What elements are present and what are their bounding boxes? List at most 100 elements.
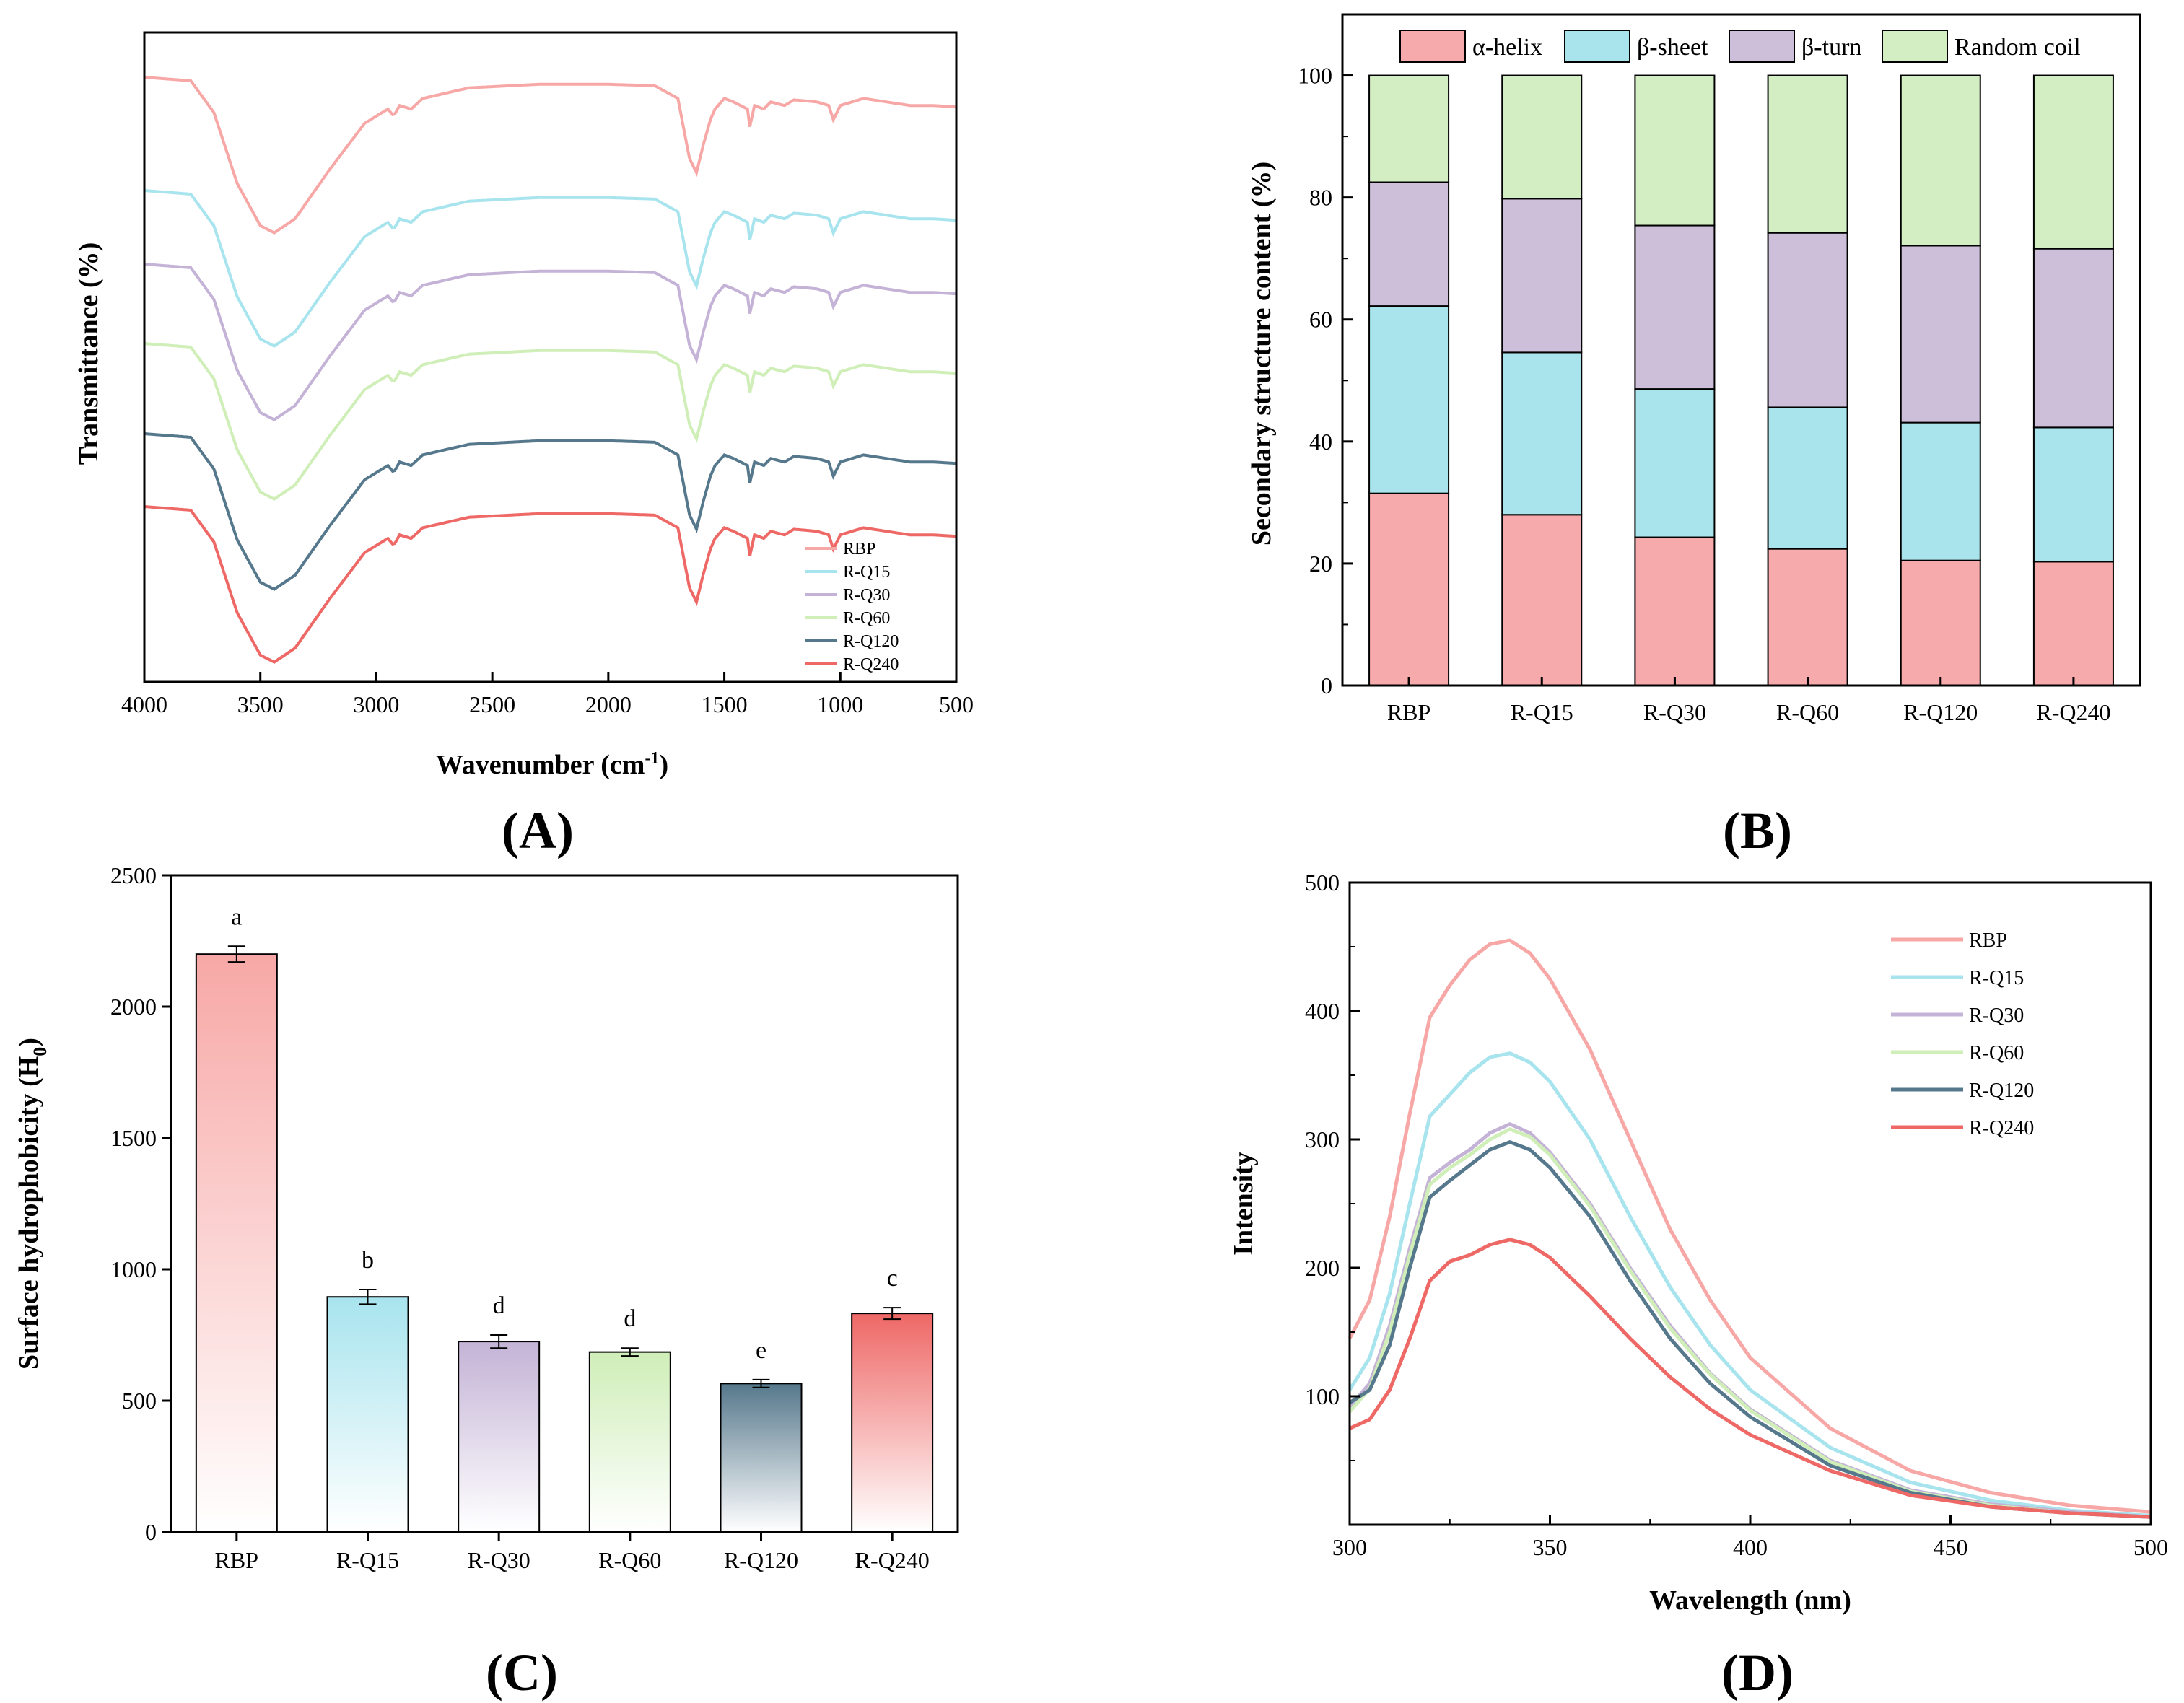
y-tick-label: 2500 <box>110 862 157 888</box>
panel-c-bars: a b d d e c <box>195 903 934 1533</box>
panel-a-x-ticks: 4000 3500 3000 2500 2000 1500 1000 500 <box>121 672 974 717</box>
x-tick-label: R-Q240 <box>855 1547 930 1573</box>
panel-a-plot-frame <box>143 31 958 683</box>
bar-coil-r-q30 <box>1634 74 1716 227</box>
panel-d-spectra <box>1347 938 2152 1519</box>
legend-label-helix: α-helix <box>1472 34 1542 61</box>
bar-turn-r-q15 <box>1501 198 1583 354</box>
x-tick-label: 500 <box>2133 1534 2168 1560</box>
y-tick-label: 1000 <box>110 1256 157 1282</box>
panel-d-y-axis-title: Intensity <box>1228 1152 1259 1256</box>
bar-turn-rbp <box>1368 181 1450 307</box>
legend-label-r-q30: R-Q30 <box>1969 1004 2024 1027</box>
bar-helix-r-q15 <box>1501 514 1583 686</box>
x-tick-label: 1500 <box>702 691 748 717</box>
series-line-r-q120 <box>144 432 957 591</box>
x-tick-label: 2500 <box>469 691 515 717</box>
bar-sheet-rbp <box>1368 305 1450 494</box>
significance-letter-rbp: a <box>231 903 242 930</box>
bar-turn-r-q60 <box>1767 232 1848 408</box>
x-tick-label: R-Q240 <box>2036 699 2110 725</box>
bar-helix-rbp <box>1368 492 1450 686</box>
bar-helix-r-q240 <box>2032 561 2114 687</box>
bar-r-q30 <box>458 1341 541 1533</box>
x-tick-label: R-Q60 <box>1776 699 1839 725</box>
legend-label-r-q15: R-Q15 <box>1969 967 2024 989</box>
bar-r-q240 <box>851 1313 934 1533</box>
bar-rbp <box>195 953 278 1533</box>
y-tick-label: 40 <box>1309 429 1332 455</box>
bar-turn-r-q120 <box>1900 245 1981 424</box>
significance-letter-r-q240: c <box>887 1265 898 1292</box>
legend-swatch-helix <box>1399 30 1466 63</box>
series-line-r-q120 <box>1348 1140 2152 1519</box>
x-tick-label: 3000 <box>353 691 399 717</box>
panel-a: RBP R-Q15 R-Q30 R-Q60 R-Q120 R-Q240 4000 3500 3… <box>74 31 974 859</box>
bar-turn-r-q240 <box>2032 248 2114 429</box>
bar-sheet-r-q15 <box>1501 351 1583 516</box>
bar-r-q15 <box>326 1296 409 1533</box>
x-tick-label: R-Q15 <box>1511 699 1573 725</box>
x-tick-label: 1000 <box>817 691 863 717</box>
significance-letter-r-q120: e <box>756 1337 766 1364</box>
legend-label-r-q120: R-Q120 <box>1969 1080 2034 1102</box>
panel-b-stacked-bars <box>1368 74 2114 687</box>
series-line-r-q15 <box>1347 1051 2152 1518</box>
panel-b-y-ticks: 0 20 40 60 80 100 <box>1298 63 1353 699</box>
series-line-rbp <box>1347 938 2152 1514</box>
y-tick-label: 500 <box>1305 870 1340 896</box>
y-tick-label: 0 <box>1321 673 1332 699</box>
panel-b-label: (B) <box>1723 802 1792 859</box>
legend-label-r-q15: R-Q15 <box>843 563 890 582</box>
significance-letter-r-q15: b <box>362 1247 374 1274</box>
series-line-r-q30 <box>1348 1122 2152 1519</box>
series-line-r-q240 <box>1348 1238 2152 1519</box>
series-line-r-q30 <box>144 263 957 421</box>
y-tick-label: 400 <box>1305 998 1340 1024</box>
x-tick-label: 400 <box>1733 1534 1768 1560</box>
bar-coil-r-q120 <box>1900 74 1981 247</box>
bar-coil-r-q60 <box>1767 74 1848 234</box>
y-tick-label: 500 <box>122 1388 157 1414</box>
y-tick-label: 100 <box>1298 63 1332 89</box>
bar-helix-r-q120 <box>1900 559 1981 686</box>
panel-a-x-axis-title: Wavenumber (cm-1) <box>436 749 668 780</box>
x-tick-label: 450 <box>1934 1534 1968 1560</box>
panel-a-label: (A) <box>502 802 574 859</box>
legend-label-rbp: RBP <box>843 540 875 559</box>
panel-c-y-ticks: 0 500 1000 1500 2000 2500 <box>110 862 171 1545</box>
x-tick-label: 500 <box>939 691 974 717</box>
panel-b-y-axis-title: Secondary structure content (%) <box>1246 162 1277 546</box>
panel-c: a b d d e c 0 500 1000 1500 2000 2500 RBP R-Q15 R-Q3… <box>14 862 959 1702</box>
x-tick-label: 300 <box>1332 1534 1367 1560</box>
bar-helix-r-q60 <box>1767 548 1848 686</box>
bar-coil-rbp <box>1368 74 1450 183</box>
legend-label-sheet: β-sheet <box>1637 34 1708 61</box>
panel-d-y-ticks: 100 200 300 400 500 <box>1305 870 1360 1461</box>
bar-sheet-r-q30 <box>1634 388 1716 538</box>
legend-swatch-turn <box>1729 30 1795 63</box>
series-line-r-q60 <box>1348 1127 2152 1519</box>
legend-label-turn: β-turn <box>1801 34 1861 61</box>
panel-c-label: (C) <box>486 1644 558 1702</box>
panel-b-legend: α-helix β-sheet β-turn Random coil <box>1399 30 2081 63</box>
legend-label-coil: Random coil <box>1954 34 2081 61</box>
panel-d-legend: RBP R-Q15 R-Q30 R-Q60 R-Q120 R-Q240 <box>1891 929 2034 1139</box>
x-tick-label: 3500 <box>237 691 284 717</box>
significance-letter-r-q60: d <box>624 1305 636 1332</box>
x-tick-label: RBP <box>1387 699 1430 725</box>
legend-label-rbp: RBP <box>1969 929 2007 952</box>
y-tick-label: 20 <box>1309 551 1332 577</box>
panel-b: 0 20 40 60 80 100 RBP R-Q15 R-Q30 R-Q60 R-Q120 R-Q… <box>1246 13 2141 859</box>
x-tick-label: R-Q30 <box>468 1547 530 1573</box>
legend-swatch-coil <box>1882 30 1948 63</box>
bar-sheet-r-q60 <box>1767 406 1848 550</box>
panel-a-spectra <box>144 76 957 664</box>
series-line-rbp <box>144 76 957 235</box>
panel-d-x-axis-title: Wavelength (nm) <box>1649 1585 1851 1616</box>
panel-c-x-ticks: RBP R-Q15 R-Q30 R-Q60 R-Q120 R-Q240 <box>215 1532 930 1573</box>
y-tick-label: 0 <box>145 1519 157 1545</box>
y-tick-label: 80 <box>1309 185 1332 211</box>
legend-swatch-sheet <box>1564 30 1630 63</box>
x-tick-label: 4000 <box>121 691 167 717</box>
